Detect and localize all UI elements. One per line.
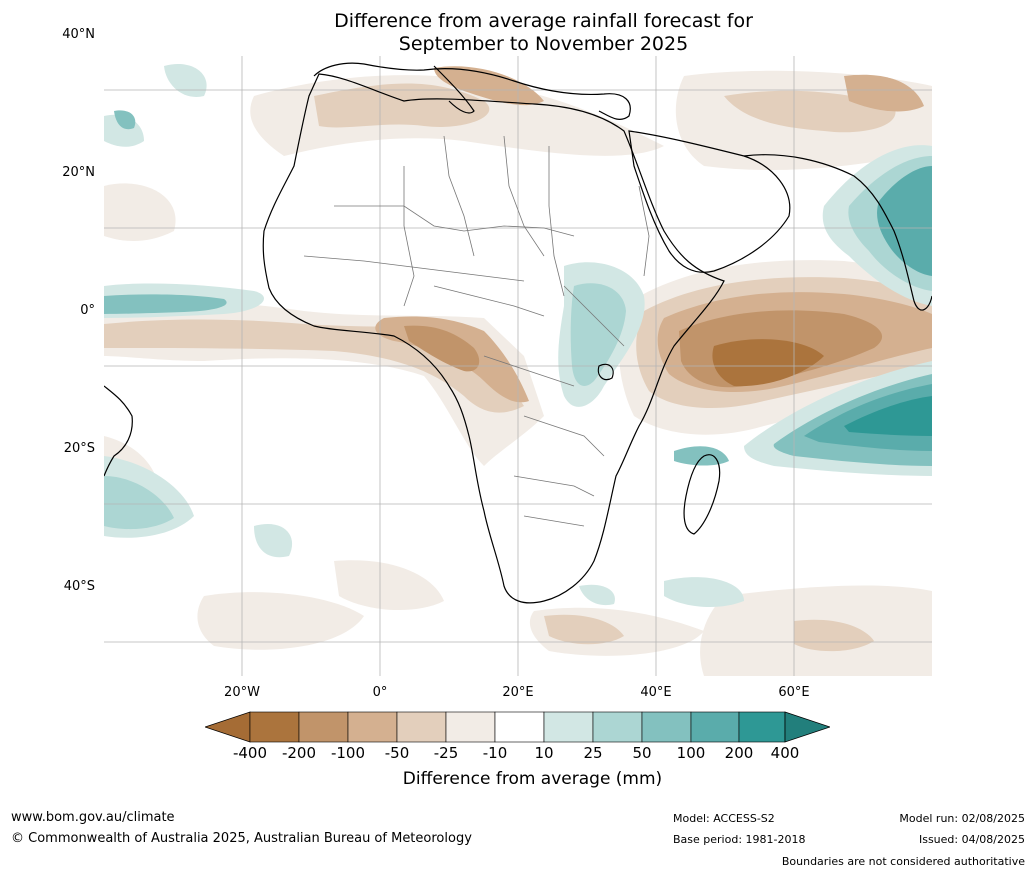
base-period-text: Base period: 1981-2018 xyxy=(673,833,806,846)
colorbar-tick-label: 10 xyxy=(534,744,554,762)
model-text: Model: ACCESS-S2 xyxy=(673,812,775,825)
colorbar-tick-label: -200 xyxy=(281,744,317,762)
colorbar-swatch xyxy=(249,711,300,743)
colorbar-swatch xyxy=(641,711,692,743)
model-run-text: Model run: 02/08/2025 xyxy=(899,812,1025,825)
lat-label-20n: 20°N xyxy=(62,165,95,180)
colorbar-swatch xyxy=(445,711,496,743)
colorbar xyxy=(205,711,830,743)
colorbar-tick-label: 100 xyxy=(676,744,706,762)
coastlines xyxy=(104,62,932,604)
lat-label-0: 0° xyxy=(80,303,95,318)
lat-label-40s: 40°S xyxy=(63,579,95,594)
issued-text: Issued: 04/08/2025 xyxy=(918,833,1025,846)
wet-anomaly-regions xyxy=(104,64,932,608)
colorbar-tick-label: 50 xyxy=(632,744,652,762)
copyright-text: © Commonwealth of Australia 2025, Austra… xyxy=(11,831,472,846)
colorbar-extend-high xyxy=(784,711,830,743)
colorbar-tick-label: -10 xyxy=(482,744,508,762)
colorbar-swatch xyxy=(298,711,349,743)
dry-anomaly-regions xyxy=(104,66,932,676)
disclaimer-text: Boundaries are not considered authoritat… xyxy=(781,855,1025,868)
colorbar-tick-label: 200 xyxy=(724,744,754,762)
lon-label-60e: 60°E xyxy=(778,685,810,700)
colorbar-swatch xyxy=(543,711,594,743)
colorbar-tick-label: -25 xyxy=(433,744,459,762)
lon-label-20e: 20°E xyxy=(502,685,534,700)
colorbar-tick-label: -100 xyxy=(330,744,366,762)
colorbar-label: Difference from average (mm) xyxy=(402,769,663,789)
lon-label-20w: 20°W xyxy=(224,685,260,700)
colorbar-swatch xyxy=(396,711,447,743)
map-title-line-1: Difference from average rainfall forecas… xyxy=(334,10,753,32)
lat-label-20s: 20°S xyxy=(63,441,95,456)
colorbar-swatch xyxy=(592,711,643,743)
graticule xyxy=(104,56,932,676)
country-borders xyxy=(303,135,650,527)
colorbar-swatch xyxy=(690,711,740,743)
map-title-line-2: September to November 2025 xyxy=(398,33,689,55)
colorbar-extend-low xyxy=(205,711,251,743)
colorbar-swatch xyxy=(738,711,786,743)
colorbar-tick-label: -400 xyxy=(232,744,268,762)
lon-label-40e: 40°E xyxy=(640,685,672,700)
lat-label-40n: 40°N xyxy=(62,27,95,42)
rainfall-anomaly-map xyxy=(104,56,932,676)
colorbar-swatch xyxy=(347,711,398,743)
lon-label-0: 0° xyxy=(372,685,388,700)
colorbar-tick-label: 25 xyxy=(583,744,603,762)
colorbar-tick-label: 400 xyxy=(770,744,800,762)
website-link[interactable]: www.bom.gov.au/climate xyxy=(11,810,175,825)
colorbar-swatch xyxy=(494,711,545,743)
colorbar-tick-label: -50 xyxy=(384,744,410,762)
